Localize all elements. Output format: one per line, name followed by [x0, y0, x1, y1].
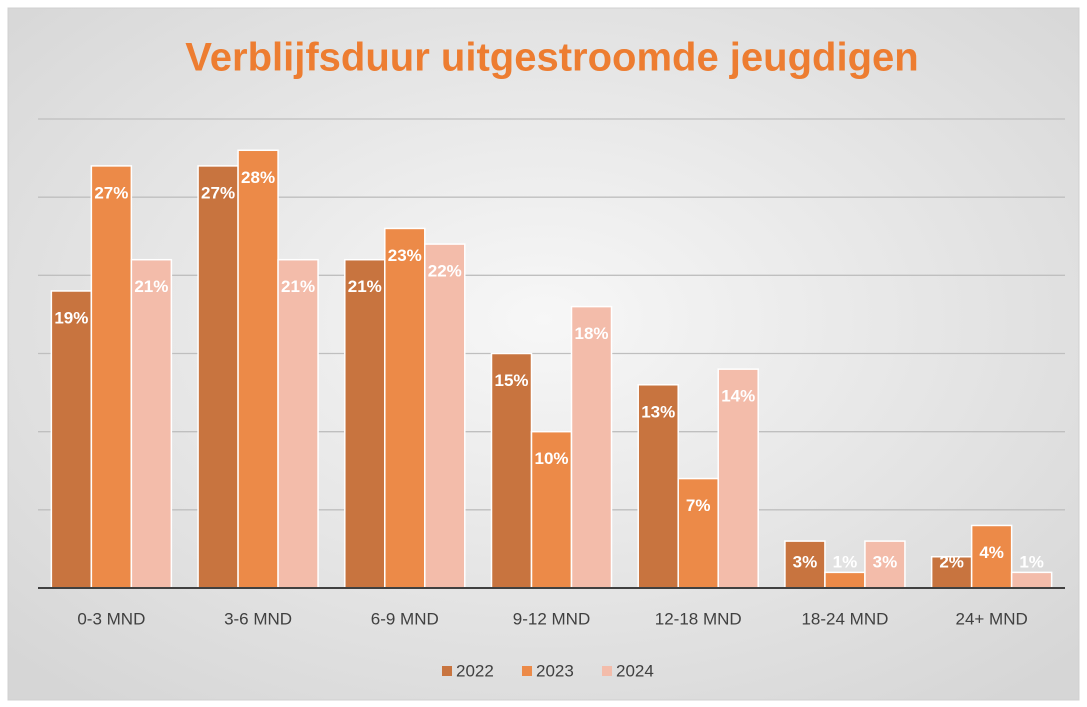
- x-tick-label: 24+ MND: [956, 609, 1028, 628]
- bar: [864, 540, 906, 589]
- x-tick-label: 3-6 MND: [224, 609, 292, 628]
- data-label: 1%: [833, 552, 858, 571]
- data-label: 2%: [939, 552, 964, 571]
- bar: [677, 477, 719, 589]
- bar: [197, 165, 239, 589]
- bar: [384, 227, 426, 589]
- legend-label: 2022: [456, 661, 494, 680]
- bar: [824, 571, 866, 589]
- x-tick-label: 18-24 MND: [801, 609, 888, 628]
- bar: [277, 258, 319, 589]
- bar: [530, 430, 573, 589]
- bar: [1010, 571, 1053, 589]
- data-label: 18%: [574, 324, 608, 343]
- data-label: 27%: [201, 183, 235, 202]
- bar: [344, 258, 386, 589]
- data-label: 13%: [641, 402, 675, 421]
- x-tick-label: 0-3 MND: [77, 609, 145, 628]
- x-tick-label: 12-18 MND: [655, 609, 742, 628]
- data-label: 19%: [54, 308, 88, 327]
- bar: [50, 290, 93, 589]
- data-label: 3%: [873, 552, 898, 571]
- data-label: 1%: [1019, 552, 1044, 571]
- x-tick-label: 9-12 MND: [513, 609, 590, 628]
- data-label: 7%: [686, 496, 711, 515]
- bar: [637, 384, 679, 589]
- data-label: 27%: [94, 183, 128, 202]
- bar: [130, 258, 173, 589]
- bar: [90, 165, 133, 589]
- data-label: 10%: [534, 449, 568, 468]
- legend-label: 2024: [616, 661, 654, 680]
- bar: [570, 305, 613, 589]
- data-label: 14%: [721, 387, 755, 406]
- legend-marker: [602, 666, 612, 676]
- bar: [424, 243, 466, 589]
- data-label: 21%: [134, 277, 168, 296]
- chart-title: Verblijfsduur uitgestroomde jeugdigen: [185, 36, 918, 80]
- bar: [237, 149, 279, 589]
- data-label: 3%: [793, 552, 818, 571]
- data-label: 23%: [388, 246, 422, 265]
- bar: [784, 540, 826, 589]
- bar: [490, 352, 533, 589]
- data-label: 28%: [241, 168, 275, 187]
- legend-label: 2023: [536, 661, 574, 680]
- x-tick-label: 6-9 MND: [371, 609, 439, 628]
- data-label: 21%: [281, 277, 315, 296]
- data-label: 4%: [979, 543, 1004, 562]
- legend-marker: [522, 666, 532, 676]
- data-label: 22%: [428, 262, 462, 281]
- data-label: 21%: [348, 277, 382, 296]
- legend-marker: [442, 666, 452, 676]
- bar: [717, 368, 759, 589]
- data-label: 15%: [494, 371, 528, 390]
